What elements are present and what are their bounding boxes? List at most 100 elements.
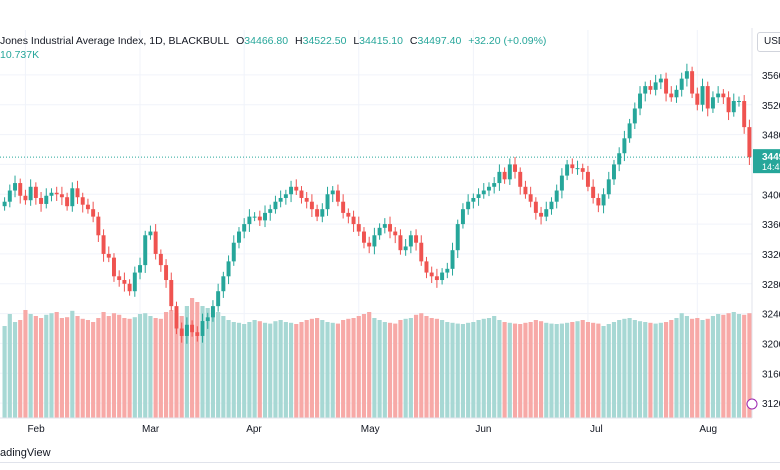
candle-body <box>138 265 142 273</box>
candle-body <box>330 190 335 195</box>
candle-body <box>299 190 304 198</box>
volume-bar <box>80 318 85 418</box>
candle-body <box>242 224 247 232</box>
candle-body <box>658 78 663 83</box>
candle-body <box>424 261 429 273</box>
candle-body <box>497 171 502 184</box>
candle-body <box>632 108 637 124</box>
volume-bar <box>44 314 49 418</box>
candle-body <box>591 186 596 198</box>
y-tick-label: 3280 <box>762 280 780 291</box>
volume-bar <box>226 320 231 418</box>
volume-bar <box>476 320 481 418</box>
volume-bar <box>49 313 54 418</box>
candle-body <box>351 216 356 225</box>
volume-bar <box>288 322 294 418</box>
volume-bar <box>320 320 325 418</box>
volume-bar <box>294 324 299 418</box>
candle-body <box>33 186 38 198</box>
volume-bar <box>643 322 648 418</box>
volume-bar <box>523 322 528 418</box>
volume-bar <box>200 306 205 418</box>
volume-bar <box>351 318 356 418</box>
candle-body <box>710 97 715 109</box>
price-tag <box>753 149 780 174</box>
low-label: L <box>353 35 360 47</box>
change-value: +32.20 (+0.09%) <box>468 35 547 47</box>
candle-body <box>580 168 585 172</box>
candle-body <box>278 197 283 202</box>
volume-bar <box>346 318 351 418</box>
volume-bar <box>591 322 596 418</box>
candle-body <box>96 216 101 236</box>
candle-body <box>304 197 309 202</box>
volume-bar <box>179 316 184 418</box>
volume-bar <box>184 306 189 418</box>
volume-bar <box>361 314 367 418</box>
candle-body <box>153 231 158 254</box>
volume-bar <box>440 320 445 418</box>
candle-body <box>533 201 538 213</box>
volume-bar <box>632 320 637 418</box>
brand-logo-text[interactable]: adingView <box>0 447 51 459</box>
candle-body <box>643 86 648 94</box>
volume-bar <box>122 318 127 418</box>
candle-body <box>408 235 413 247</box>
candle-body <box>13 183 17 191</box>
volume-bar <box>54 312 59 418</box>
candle-body <box>507 164 512 180</box>
volume-bar <box>299 322 304 418</box>
volume-bar <box>101 312 106 418</box>
candle-body <box>91 209 96 217</box>
candle-body <box>174 306 179 329</box>
volume-bar <box>330 322 335 418</box>
candle-body <box>221 276 226 292</box>
candle-body <box>325 194 330 210</box>
y-tick-label: 3480 <box>762 131 780 142</box>
candle-body <box>247 216 252 225</box>
candle-body <box>335 190 340 202</box>
y-tick-label: 3200 <box>762 339 780 350</box>
candle-body <box>148 231 153 236</box>
candle-body <box>75 188 80 198</box>
low-value: 34415.10 <box>359 35 403 47</box>
volume-bar <box>91 322 96 418</box>
volume-bar <box>70 310 75 418</box>
candle-body <box>627 123 632 139</box>
volume-bar <box>669 320 674 418</box>
candle-body <box>54 192 59 195</box>
volume-bar <box>565 322 570 418</box>
candle-body <box>518 171 523 187</box>
candle-body <box>684 71 689 79</box>
volume-bar <box>466 322 471 418</box>
high-value: 34522.50 <box>302 35 347 47</box>
volume-bar <box>153 318 158 418</box>
candle-body <box>39 197 44 204</box>
candle-body <box>388 224 392 232</box>
volume-bar <box>247 322 252 418</box>
volume-bar <box>163 312 169 418</box>
volume-bar <box>59 318 64 418</box>
candle-body <box>117 276 122 281</box>
x-tick-label: Apr <box>246 424 262 435</box>
candle-body <box>617 153 622 165</box>
currency-selector[interactable]: USD <box>757 32 780 52</box>
candle-body <box>195 332 200 336</box>
candle-body <box>23 195 28 201</box>
candle-body <box>726 97 731 113</box>
candle-body <box>721 93 726 98</box>
volume-bar <box>580 320 585 418</box>
candle-body <box>122 280 127 284</box>
candle-body <box>65 197 70 207</box>
candle-body <box>585 171 590 187</box>
high-label: H <box>295 35 303 47</box>
price-tag-value: 3449 <box>762 152 780 163</box>
candle-body <box>320 209 325 217</box>
volume-bar <box>273 321 278 418</box>
candle-body <box>237 231 241 243</box>
volume-bar <box>341 320 346 418</box>
volume-bar <box>304 320 309 418</box>
volume-bar <box>403 318 408 418</box>
candle-body <box>294 186 299 191</box>
